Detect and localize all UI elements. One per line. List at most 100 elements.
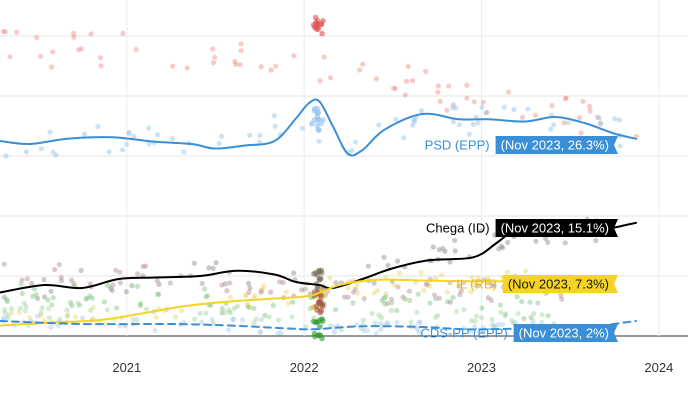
poll-dot	[450, 294, 456, 301]
poll-dot	[400, 294, 406, 300]
poll-dot	[561, 120, 567, 126]
poll-dot	[361, 296, 367, 302]
poll-dot	[19, 290, 25, 297]
poll-dot	[345, 285, 351, 291]
poll-dot	[496, 246, 502, 252]
poll-dot	[539, 319, 545, 325]
poll-dot	[219, 305, 225, 312]
poll-dot	[247, 304, 253, 311]
poll-dot	[38, 313, 44, 319]
poll-dot	[1, 261, 7, 267]
x-tick-label: 2022	[290, 360, 319, 375]
poll-dot	[405, 63, 411, 70]
poll-dot	[222, 310, 228, 316]
poll-dot	[76, 302, 82, 308]
poll-dot	[617, 143, 623, 149]
poll-dot	[333, 307, 339, 313]
poll-dot	[378, 326, 384, 333]
poll-dot	[7, 54, 13, 60]
poll-dot	[410, 122, 416, 128]
poll-dot	[206, 265, 212, 271]
poll-dot	[395, 284, 401, 290]
poll-dot	[345, 294, 351, 300]
poll-dot	[393, 116, 399, 122]
poll-dot	[418, 108, 424, 114]
poll-dot	[277, 279, 283, 285]
poll-dot	[245, 302, 251, 309]
poll-dot	[383, 291, 389, 297]
poll-dot	[143, 306, 150, 312]
election-dot	[317, 317, 324, 323]
poll-dot	[385, 320, 391, 326]
series-name: Chega (ID)	[426, 221, 490, 236]
poll-dot	[563, 95, 569, 102]
poll-dot	[424, 282, 430, 288]
poll-dot	[394, 307, 400, 314]
poll-dot	[154, 278, 160, 284]
poll-dot	[238, 41, 244, 47]
poll-dot	[155, 291, 161, 297]
poll-dot	[587, 103, 593, 110]
poll-dot	[394, 319, 400, 325]
poll-dot	[70, 30, 77, 36]
x-tick-label: 2024	[644, 360, 673, 375]
trend-line-cds-pp-epp	[0, 320, 637, 331]
poll-dot	[416, 329, 422, 335]
poll-dot	[612, 116, 618, 122]
poll-dot	[47, 129, 53, 135]
poll-dot	[73, 314, 79, 320]
poll-dot	[178, 308, 185, 314]
poll-dot	[371, 290, 377, 296]
poll-dot	[108, 285, 114, 291]
poll-dot	[456, 122, 462, 128]
election-dot	[318, 120, 324, 127]
poll-dot	[261, 283, 267, 289]
poll-dot	[479, 315, 485, 321]
poll-dot	[414, 326, 420, 332]
poll-dot	[8, 310, 14, 316]
poll-dot	[226, 307, 232, 313]
poll-dot	[2, 306, 8, 313]
poll-dot	[120, 30, 126, 36]
poll-dot	[81, 131, 88, 137]
poll-dot	[401, 135, 407, 141]
poll-dot	[485, 295, 491, 301]
poll-dot	[50, 149, 56, 155]
poll-dot	[260, 286, 266, 292]
poll-dot	[212, 54, 218, 60]
poll-dot	[258, 289, 264, 295]
election-dot	[311, 117, 318, 123]
poll-dot	[519, 299, 525, 305]
poll-dot	[472, 324, 478, 330]
poll-dot	[227, 309, 233, 315]
poll-dot	[383, 274, 389, 280]
poll-dot	[576, 115, 583, 121]
poll-dot	[146, 125, 152, 131]
poll-dot	[354, 322, 360, 328]
poll-dot	[427, 283, 433, 289]
poll-dot	[134, 283, 140, 289]
poll-dot	[114, 305, 120, 311]
poll-dot	[104, 307, 110, 313]
poll-dot	[266, 314, 272, 320]
poll-dot	[388, 296, 394, 302]
poll-dot	[49, 64, 55, 70]
poll-dot	[350, 300, 356, 306]
poll-dot	[394, 258, 401, 264]
poll-dot	[436, 247, 442, 253]
poll-dot	[210, 265, 216, 271]
poll-dot	[461, 307, 467, 313]
poll-dot	[38, 53, 44, 60]
poll-dot	[528, 314, 534, 321]
poll-dot	[338, 327, 344, 333]
poll-dot	[302, 286, 308, 292]
poll-dot	[388, 307, 394, 313]
poll-dot	[478, 228, 485, 234]
poll-dot	[290, 299, 296, 305]
poll-dot	[231, 305, 237, 311]
poll-dot	[49, 302, 55, 308]
poll-dot	[276, 317, 282, 323]
poll-dot	[303, 324, 309, 330]
x-tick-label: 2023	[467, 360, 496, 375]
